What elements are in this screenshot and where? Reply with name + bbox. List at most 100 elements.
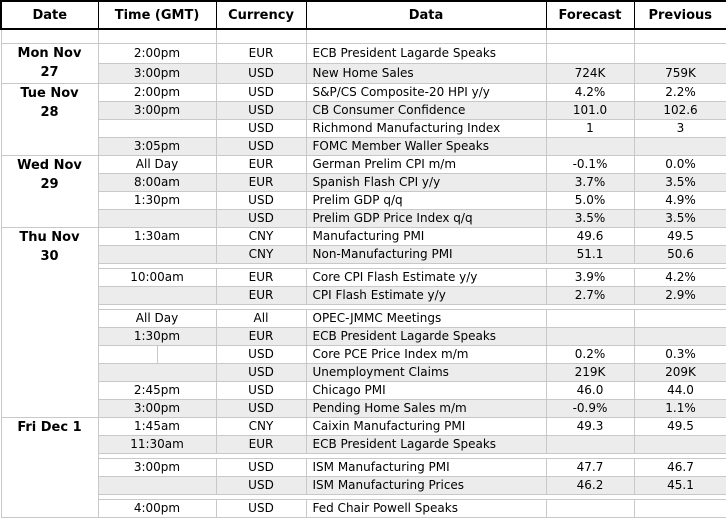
time-cell: 1:30pm xyxy=(97,326,217,346)
event-name-cell: ECB President Lagarde Speaks xyxy=(305,434,547,454)
event-row: USD ISM Manufacturing Prices 46.2 45.1 xyxy=(1,475,726,495)
event-name-cell: OPEC-JMMC Meetings xyxy=(305,308,547,328)
forecast-cell xyxy=(545,43,635,64)
forecast-cell: 49.3 xyxy=(545,416,635,436)
event-row: USD Core PCE Price Index m/m 0.2% 0.3% xyxy=(1,344,726,364)
event-row: 10:00am EUR Core CPI Flash Estimate y/y 3.9… xyxy=(1,267,726,287)
forecast-cell: 2.7% xyxy=(545,285,635,305)
event-name-cell: ECB President Lagarde Speaks xyxy=(305,326,547,346)
currency-cell: USD xyxy=(215,457,307,477)
empty-cell xyxy=(97,28,217,44)
event-row: 3:05pm USD FOMC Member Waller Speaks xyxy=(1,136,726,156)
forecast-cell xyxy=(545,434,635,454)
event-name-cell: Pending Home Sales m/m xyxy=(305,398,547,418)
event-name-cell: ISM Manufacturing PMI xyxy=(305,457,547,477)
previous-cell: 759K xyxy=(633,62,726,84)
currency-cell: USD xyxy=(215,362,307,382)
forecast-cell: 101.0 xyxy=(545,100,635,120)
previous-cell: 49.5 xyxy=(633,416,726,436)
previous-cell: 4.2% xyxy=(633,267,726,287)
event-name-cell: Richmond Manufacturing Index xyxy=(305,118,547,138)
currency-cell: CNY xyxy=(215,416,307,436)
event-row: Thu Nov 30 1:30am CNY Manufacturing PMI 49.6 4… xyxy=(0,226,726,418)
column-header-data: Data xyxy=(305,0,547,30)
time-cell xyxy=(97,118,217,138)
event-row: 1:30pm USD Prelim GDP q/q 5.0% 4.9% xyxy=(1,190,726,210)
event-name-cell: CB Consumer Confidence xyxy=(305,100,547,120)
empty-cell xyxy=(545,28,635,44)
previous-cell xyxy=(633,498,726,518)
time-cell: 3:00pm xyxy=(97,100,217,120)
currency-cell: CNY xyxy=(215,226,307,246)
forecast-cell: 3.9% xyxy=(545,267,635,287)
previous-cell xyxy=(633,136,726,156)
event-row: 8:00am EUR Spanish Flash CPI y/y 3.7% 3.5% xyxy=(1,172,726,192)
event-name-cell: ISM Manufacturing Prices xyxy=(305,475,547,495)
event-row: 1:30pm EUR ECB President Lagarde Speaks xyxy=(1,326,726,346)
empty-cell xyxy=(305,28,547,44)
event-row: Mon Nov 27 2:00pm EUR ECB President Lagarde … xyxy=(0,43,726,84)
previous-cell xyxy=(633,434,726,454)
previous-cell: 50.6 xyxy=(633,244,726,264)
previous-cell: 0.3% xyxy=(633,344,726,364)
date-cell: Mon Nov 27 xyxy=(0,43,99,84)
date-cell: Tue Nov 28 xyxy=(0,82,99,156)
empty-cell xyxy=(0,28,99,44)
previous-cell xyxy=(633,308,726,328)
forecast-cell xyxy=(545,498,635,518)
currency-cell: EUR xyxy=(215,154,307,174)
time-cell: 2:45pm xyxy=(97,380,217,400)
currency-cell: USD xyxy=(215,190,307,210)
previous-cell: 0.0% xyxy=(633,154,726,174)
time-cell xyxy=(97,208,217,228)
currency-cell: EUR xyxy=(215,434,307,454)
forecast-cell xyxy=(545,136,635,156)
time-cell: 11:30am xyxy=(97,434,217,454)
forecast-cell: 3.7% xyxy=(545,172,635,192)
forecast-cell: -0.1% xyxy=(545,154,635,174)
date-cell: Thu Nov 30 xyxy=(0,226,99,418)
time-cell: 3:05pm xyxy=(97,136,217,156)
currency-cell: All xyxy=(215,308,307,328)
event-row: USD Unemployment Claims 219K 209K xyxy=(1,362,726,382)
time-cell: 1:30pm xyxy=(97,190,217,210)
currency-cell: USD xyxy=(215,62,307,84)
time-cell: All Day xyxy=(97,308,217,328)
previous-cell: 3 xyxy=(633,118,726,138)
forecast-cell: 49.6 xyxy=(545,226,635,246)
forecast-cell: 3.5% xyxy=(545,208,635,228)
event-row: Fri Dec 1 1:45am CNY Caixin Manufacturing P… xyxy=(0,416,726,518)
forecast-cell: 219K xyxy=(545,362,635,382)
time-cell: 3:00pm xyxy=(97,398,217,418)
column-header-time: Time (GMT) xyxy=(97,0,217,30)
currency-cell: USD xyxy=(215,344,307,364)
event-name-cell: Core PCE Price Index m/m xyxy=(305,344,547,364)
event-name-cell: New Home Sales xyxy=(305,62,547,84)
time-cell xyxy=(97,244,217,264)
event-name-cell: Unemployment Claims xyxy=(305,362,547,382)
previous-cell: 46.7 xyxy=(633,457,726,477)
event-row: 3:00pm USD Pending Home Sales m/m -0.9% 1.1% xyxy=(1,398,726,418)
forecast-cell: 47.7 xyxy=(545,457,635,477)
previous-cell: 4.9% xyxy=(633,190,726,210)
currency-cell: USD xyxy=(215,118,307,138)
event-row: 2:45pm USD Chicago PMI 46.0 44.0 xyxy=(1,380,726,400)
previous-cell: 3.5% xyxy=(633,208,726,228)
forecast-cell: 51.1 xyxy=(545,244,635,264)
time-cell: 1:45am xyxy=(97,416,217,436)
event-name-cell: Caixin Manufacturing PMI xyxy=(305,416,547,436)
time-cell xyxy=(97,344,217,364)
event-name-cell: Core CPI Flash Estimate y/y xyxy=(305,267,547,287)
currency-cell: USD xyxy=(215,100,307,120)
column-header-date: Date xyxy=(0,0,99,30)
event-row: USD Richmond Manufacturing Index 1 3 xyxy=(1,118,726,138)
event-name-cell: Prelim GDP Price Index q/q xyxy=(305,208,547,228)
time-cell: 4:00pm xyxy=(97,498,217,518)
forecast-cell: 5.0% xyxy=(545,190,635,210)
event-row: 11:30am EUR ECB President Lagarde Speaks xyxy=(1,434,726,454)
currency-cell: USD xyxy=(215,82,307,102)
event-row: 4:00pm USD Fed Chair Powell Speaks xyxy=(1,498,726,518)
forecast-cell: 1 xyxy=(545,118,635,138)
